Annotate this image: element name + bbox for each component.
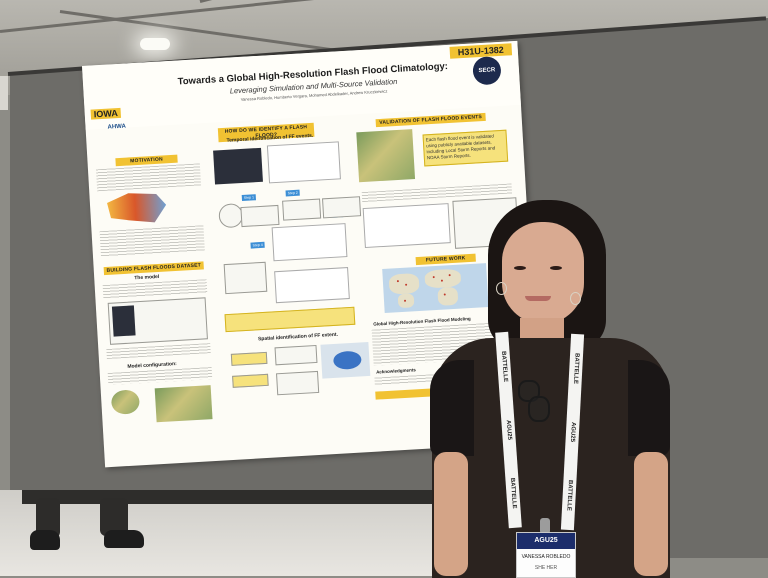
badge-header: AGU25 (517, 533, 575, 549)
sleeve (430, 360, 474, 456)
eye (514, 266, 526, 270)
arm (634, 452, 668, 576)
earring (496, 282, 507, 295)
flow-box (240, 204, 280, 228)
flow-chart-2 (274, 267, 350, 304)
flow-chart (271, 223, 348, 262)
temporal-image (213, 147, 263, 185)
validation-chart (362, 203, 451, 249)
wall-sign-edge (0, 76, 8, 110)
validation-map (356, 129, 416, 183)
continent (388, 272, 420, 295)
event-dot (448, 274, 451, 277)
lanyard-text: AGU25 (504, 419, 513, 441)
flow-step: Step 2 (285, 189, 300, 197)
event-dot (432, 276, 435, 279)
face (502, 222, 584, 324)
motivation-text (95, 163, 202, 192)
spatial-extent-map (320, 341, 371, 379)
flow-box (282, 198, 322, 221)
spatial-box (274, 344, 318, 366)
iowa-logo: IOWA (90, 107, 122, 120)
processing-note (224, 306, 356, 333)
badge-role: SHE HER (534, 565, 558, 571)
event-dot (440, 279, 444, 282)
spatial-box (230, 351, 268, 366)
badge-name: VANESSA ROBLEDO (521, 554, 571, 560)
flow-step: Step 1 (241, 194, 257, 202)
lanyard-text: BATTELLE (508, 477, 518, 509)
floor (0, 490, 440, 576)
shoe (104, 530, 144, 548)
section-acknowledgments: Acknowledgments (375, 367, 416, 375)
ceiling-beam (0, 0, 418, 33)
lanyard-text: BATTELLE (565, 479, 573, 512)
section-validation: VALIDATION OF FLASH FLOOD EVENTS (375, 112, 486, 128)
sleeve (628, 360, 670, 456)
lanyard-text: BATTELLE (499, 351, 509, 383)
flow-box (223, 261, 268, 295)
ceiling-beam (199, 0, 492, 3)
event-dot (403, 299, 407, 302)
config-map (154, 385, 213, 423)
eye (550, 266, 562, 270)
shoe (30, 530, 60, 550)
ceiling-light (140, 38, 170, 50)
mouth (525, 296, 551, 301)
name-badge: AGU25 VANESSA ROBLEDO SHE HER (516, 532, 576, 578)
sunglasses (528, 396, 550, 422)
temporal-chart (266, 141, 341, 184)
section-building-dataset: BUILDING FLASH FLOODS DATASET (103, 261, 204, 276)
flow-box (322, 196, 362, 219)
badge-clip (540, 518, 550, 534)
section-model: The model (134, 273, 160, 282)
model-image (111, 305, 136, 337)
validation-note: Each flash flood event is validated usin… (422, 129, 509, 167)
event-dot (443, 293, 446, 296)
flow-step: Step 4 (250, 241, 265, 249)
motivation-text-2 (99, 225, 205, 258)
earring (570, 292, 581, 305)
board-frame-bottom (22, 490, 442, 504)
event-dot (396, 280, 399, 283)
spatial-box (276, 370, 320, 396)
model-text-2 (106, 343, 211, 360)
continent (437, 286, 459, 306)
leg (100, 498, 128, 536)
us-flood-map (103, 189, 167, 227)
future-world-map (382, 263, 489, 313)
lanyard-text: AGU25 (568, 421, 577, 443)
section-spatial: Spatial identification of FF extent. (257, 331, 339, 343)
arm (434, 452, 468, 576)
spatial-box (232, 373, 269, 388)
flood-extent (332, 350, 362, 371)
model-text (102, 279, 208, 300)
event-dot (405, 283, 408, 286)
lanyard-text: BATTELLE (572, 352, 580, 385)
continent (424, 268, 462, 289)
config-text (107, 367, 213, 386)
globe-image (110, 389, 141, 415)
ahwa-logo: AHWA (107, 123, 127, 131)
